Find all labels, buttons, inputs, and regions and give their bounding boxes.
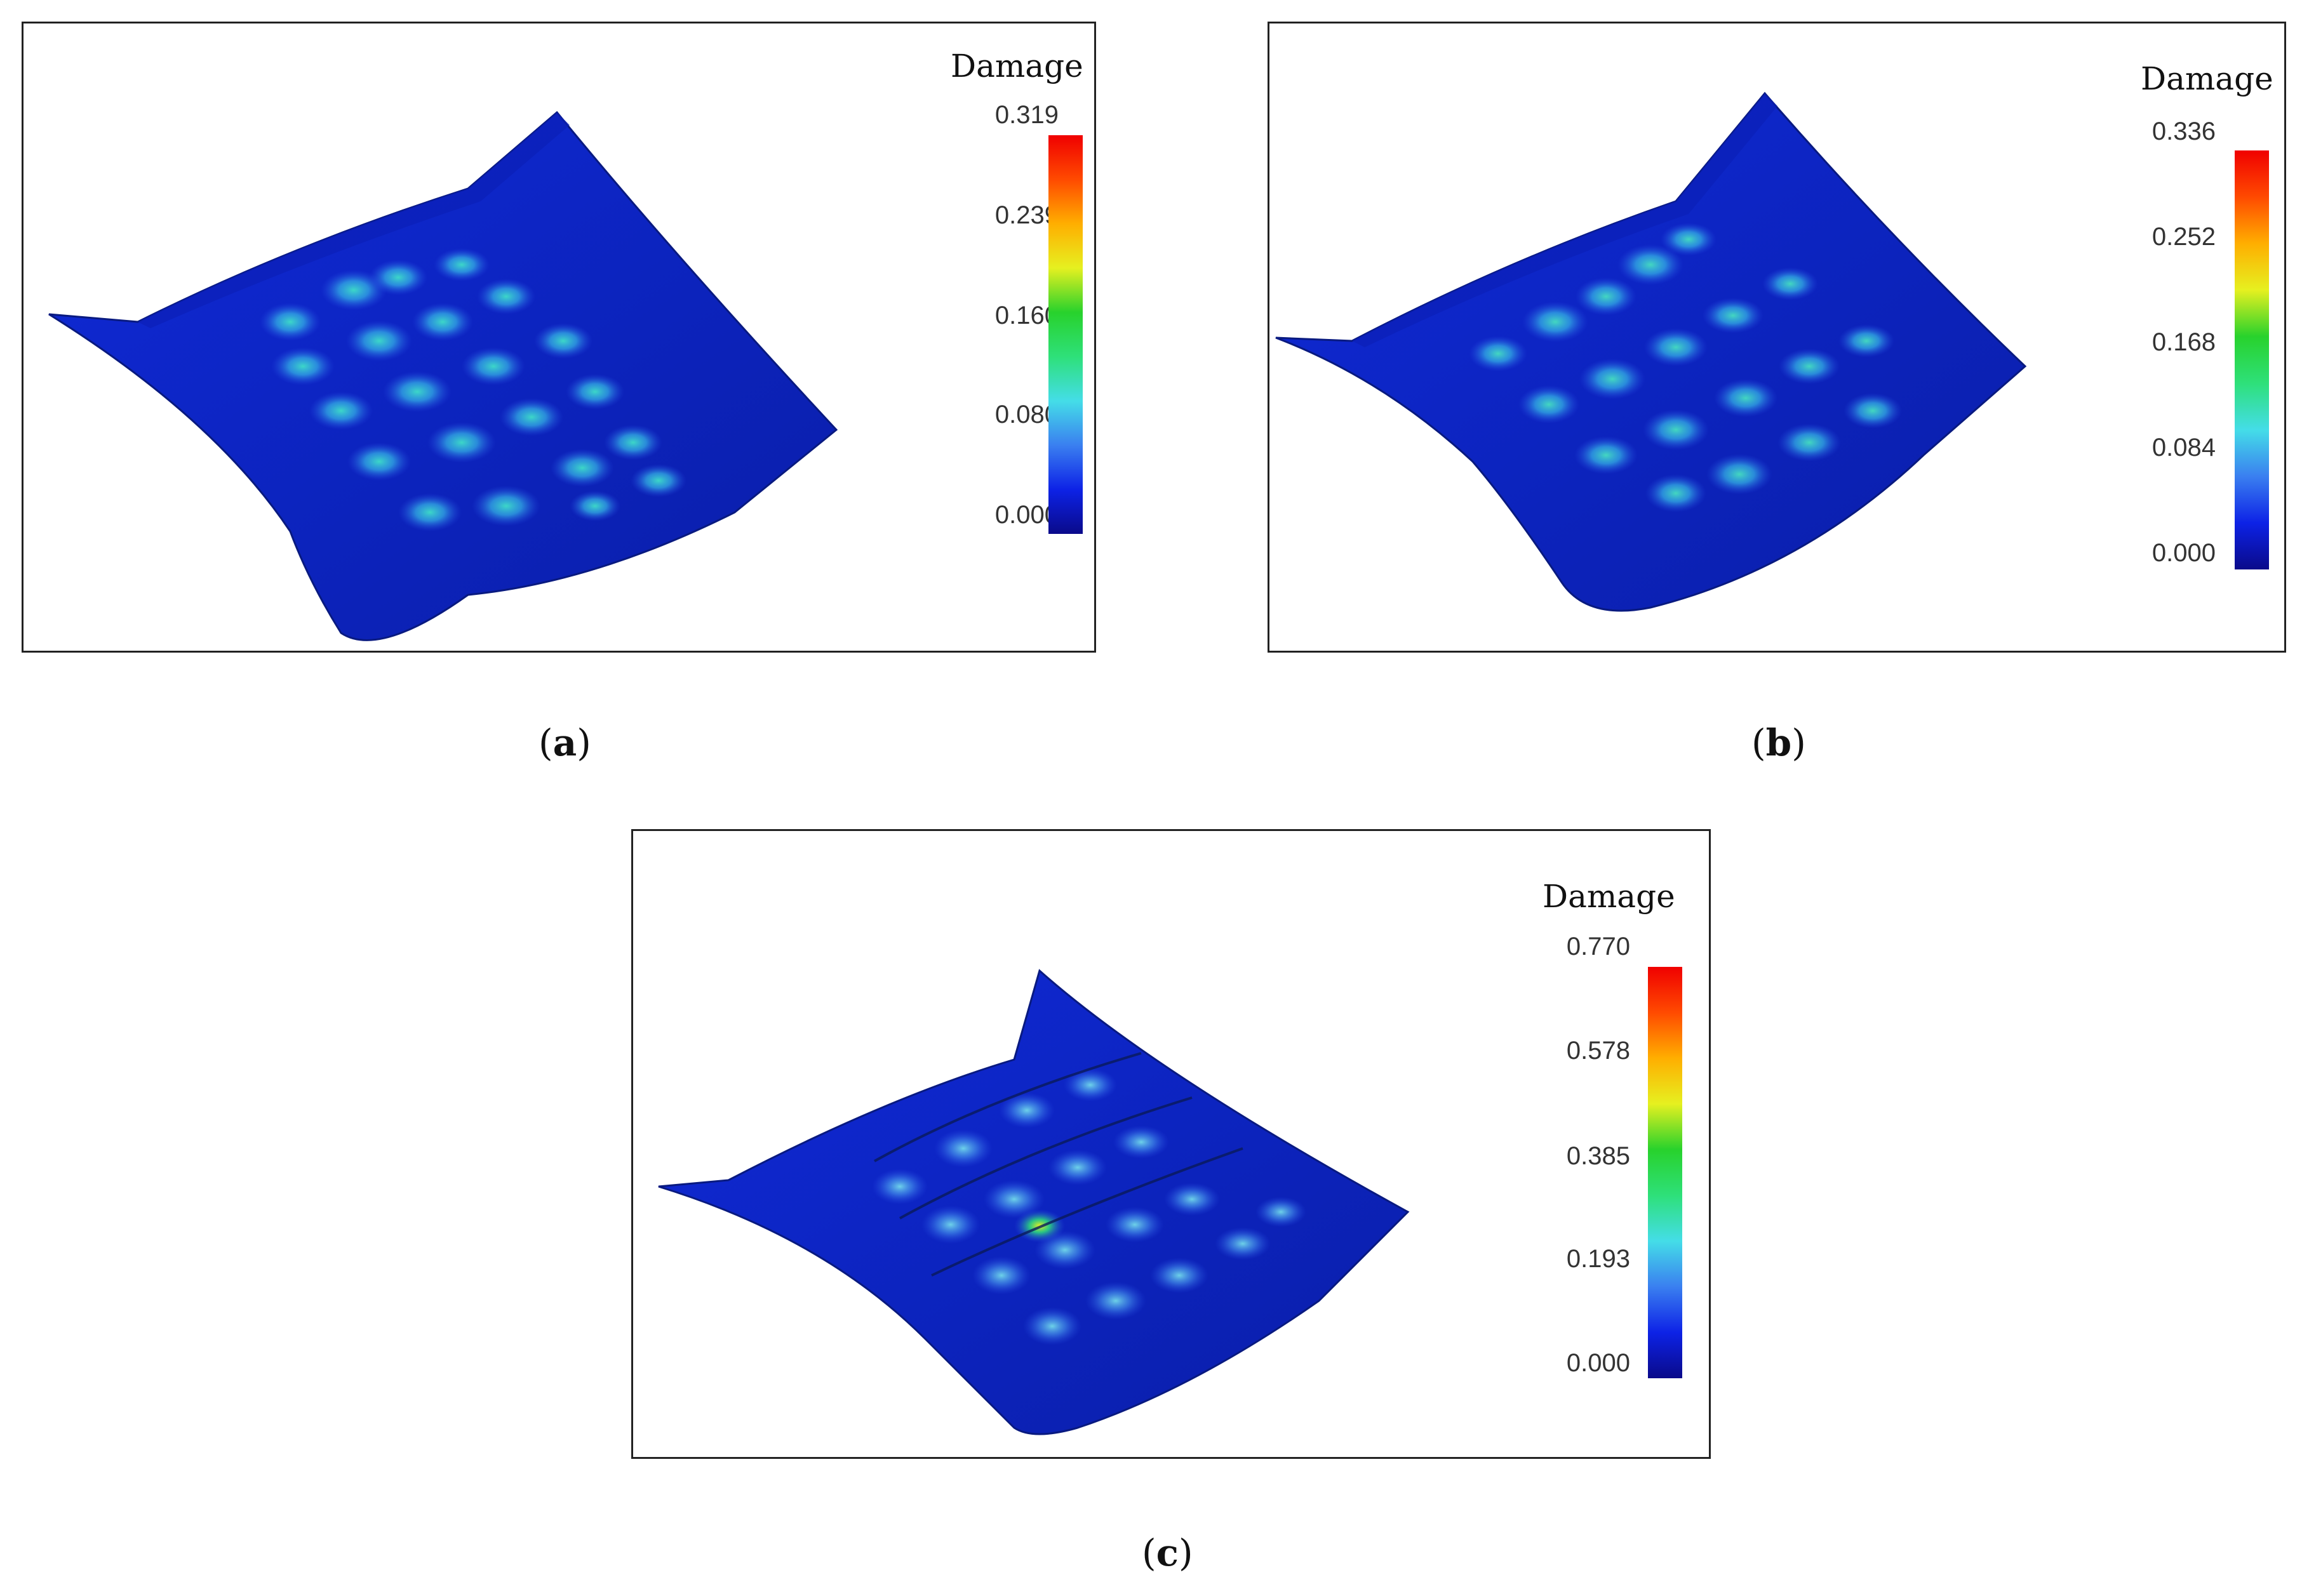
legend-tick-label: 0.770 bbox=[1566, 933, 1630, 961]
panel-caption-a: (a) bbox=[539, 721, 591, 764]
damage-spots bbox=[872, 1068, 1306, 1345]
damage-contour-plot-c bbox=[658, 969, 1410, 1435]
legend-tick-label: 0.080 bbox=[994, 401, 1059, 429]
panel-caption-letter: c bbox=[1156, 1531, 1179, 1574]
colorbar bbox=[1648, 967, 1682, 1378]
legend-tick-label: 0.000 bbox=[1566, 1349, 1630, 1377]
damage-spots bbox=[260, 248, 686, 531]
legend-tick-label: 0.252 bbox=[2152, 223, 2216, 251]
colorbar bbox=[2235, 150, 2269, 569]
legend-tick-label: 0.336 bbox=[2152, 117, 2216, 145]
panel-caption-letter: a bbox=[552, 721, 577, 764]
colorbar bbox=[1048, 135, 1083, 534]
damage-spots bbox=[1469, 223, 1902, 512]
legend-tick-label: 0.000 bbox=[994, 501, 1059, 529]
legend-tick-label: 0.239 bbox=[994, 201, 1059, 229]
legend-tick-label: 0.578 bbox=[1566, 1037, 1630, 1065]
panel-caption-c: (c) bbox=[1142, 1531, 1193, 1574]
panel-caption-letter: b bbox=[1765, 721, 1792, 764]
panel-a: Damage 0.319 0.239 0.160 0.080 0.000 bbox=[22, 22, 1096, 653]
legend-tick-label: 0.319 bbox=[994, 101, 1059, 129]
legend-tick-label: 0.385 bbox=[1566, 1142, 1630, 1170]
legend-title: Damage bbox=[951, 48, 1083, 84]
damage-contour-plot-a bbox=[48, 110, 838, 641]
legend-tick-label: 0.168 bbox=[2152, 328, 2216, 356]
panel-b: Damage 0.336 0.252 0.168 0.084 0.000 bbox=[1268, 22, 2286, 653]
legend-title: Damage bbox=[1543, 878, 1675, 915]
legend-tick-label: 0.084 bbox=[2152, 434, 2216, 462]
damage-contour-plot-b bbox=[1275, 91, 2027, 612]
panel-caption-b: (b) bbox=[1751, 721, 1806, 764]
legend-title: Damage bbox=[2141, 60, 2273, 97]
plate-surface bbox=[48, 110, 838, 641]
legend-tick-label: 0.193 bbox=[1566, 1245, 1630, 1273]
panel-c: Damage 0.770 0.578 0.385 0.193 0.000 bbox=[631, 829, 1711, 1459]
legend-tick-label: 0.000 bbox=[2152, 539, 2216, 567]
fiber-lines bbox=[874, 1052, 1243, 1277]
legend-tick-label: 0.160 bbox=[994, 302, 1059, 329]
